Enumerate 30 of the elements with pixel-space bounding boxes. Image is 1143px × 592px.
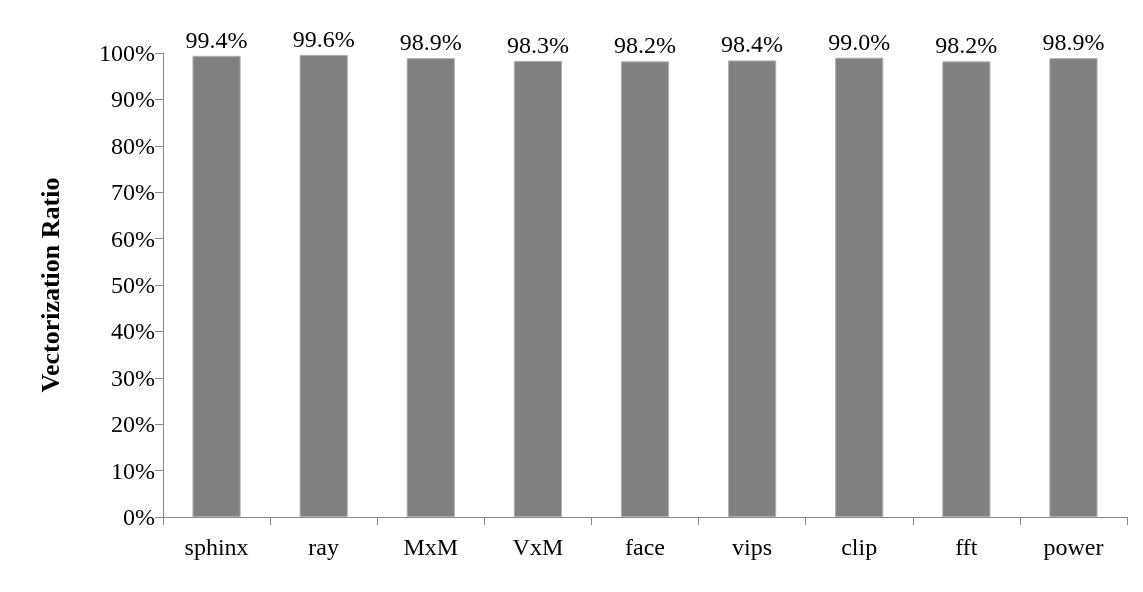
y-tick-label: 100% <box>99 40 155 66</box>
y-tick-label: 80% <box>111 132 155 159</box>
y-tick-label: 50% <box>111 272 155 298</box>
y-tick-label: 60% <box>111 225 155 252</box>
data-label: 99.6% <box>292 25 355 52</box>
y-tick-label: 0% <box>123 504 155 530</box>
x-tick-label: ray <box>308 534 339 560</box>
data-label: 98.3% <box>506 31 569 58</box>
x-tick-label: MxM <box>403 534 459 560</box>
data-label: 98.9% <box>399 29 462 56</box>
x-tick-label: clip <box>841 534 878 560</box>
y-axis-title: Vectorization Ratio <box>35 177 65 393</box>
data-label: 98.9% <box>1042 29 1105 56</box>
data-label: 98.2% <box>614 32 676 59</box>
x-tick-label: power <box>1043 534 1104 560</box>
y-tick-label: 10% <box>111 457 155 484</box>
y-tick-label: 20% <box>111 411 155 438</box>
x-tick-label: VxM <box>512 534 564 560</box>
x-tick-label: face <box>625 534 665 560</box>
data-label: 98.4% <box>721 31 784 58</box>
y-tick-label: 30% <box>111 364 155 391</box>
y-tick-label: 40% <box>111 318 155 345</box>
x-tick-label: fft <box>955 534 978 560</box>
x-tick-label: sphinx <box>184 534 249 560</box>
x-tick-label: vips <box>732 534 773 560</box>
data-label: 99.0% <box>828 28 891 55</box>
y-tick-label: 70% <box>111 179 155 206</box>
data-label: 99.4% <box>185 26 248 53</box>
data-label: 98.2% <box>935 32 998 59</box>
y-tick-label: 90% <box>111 86 155 113</box>
